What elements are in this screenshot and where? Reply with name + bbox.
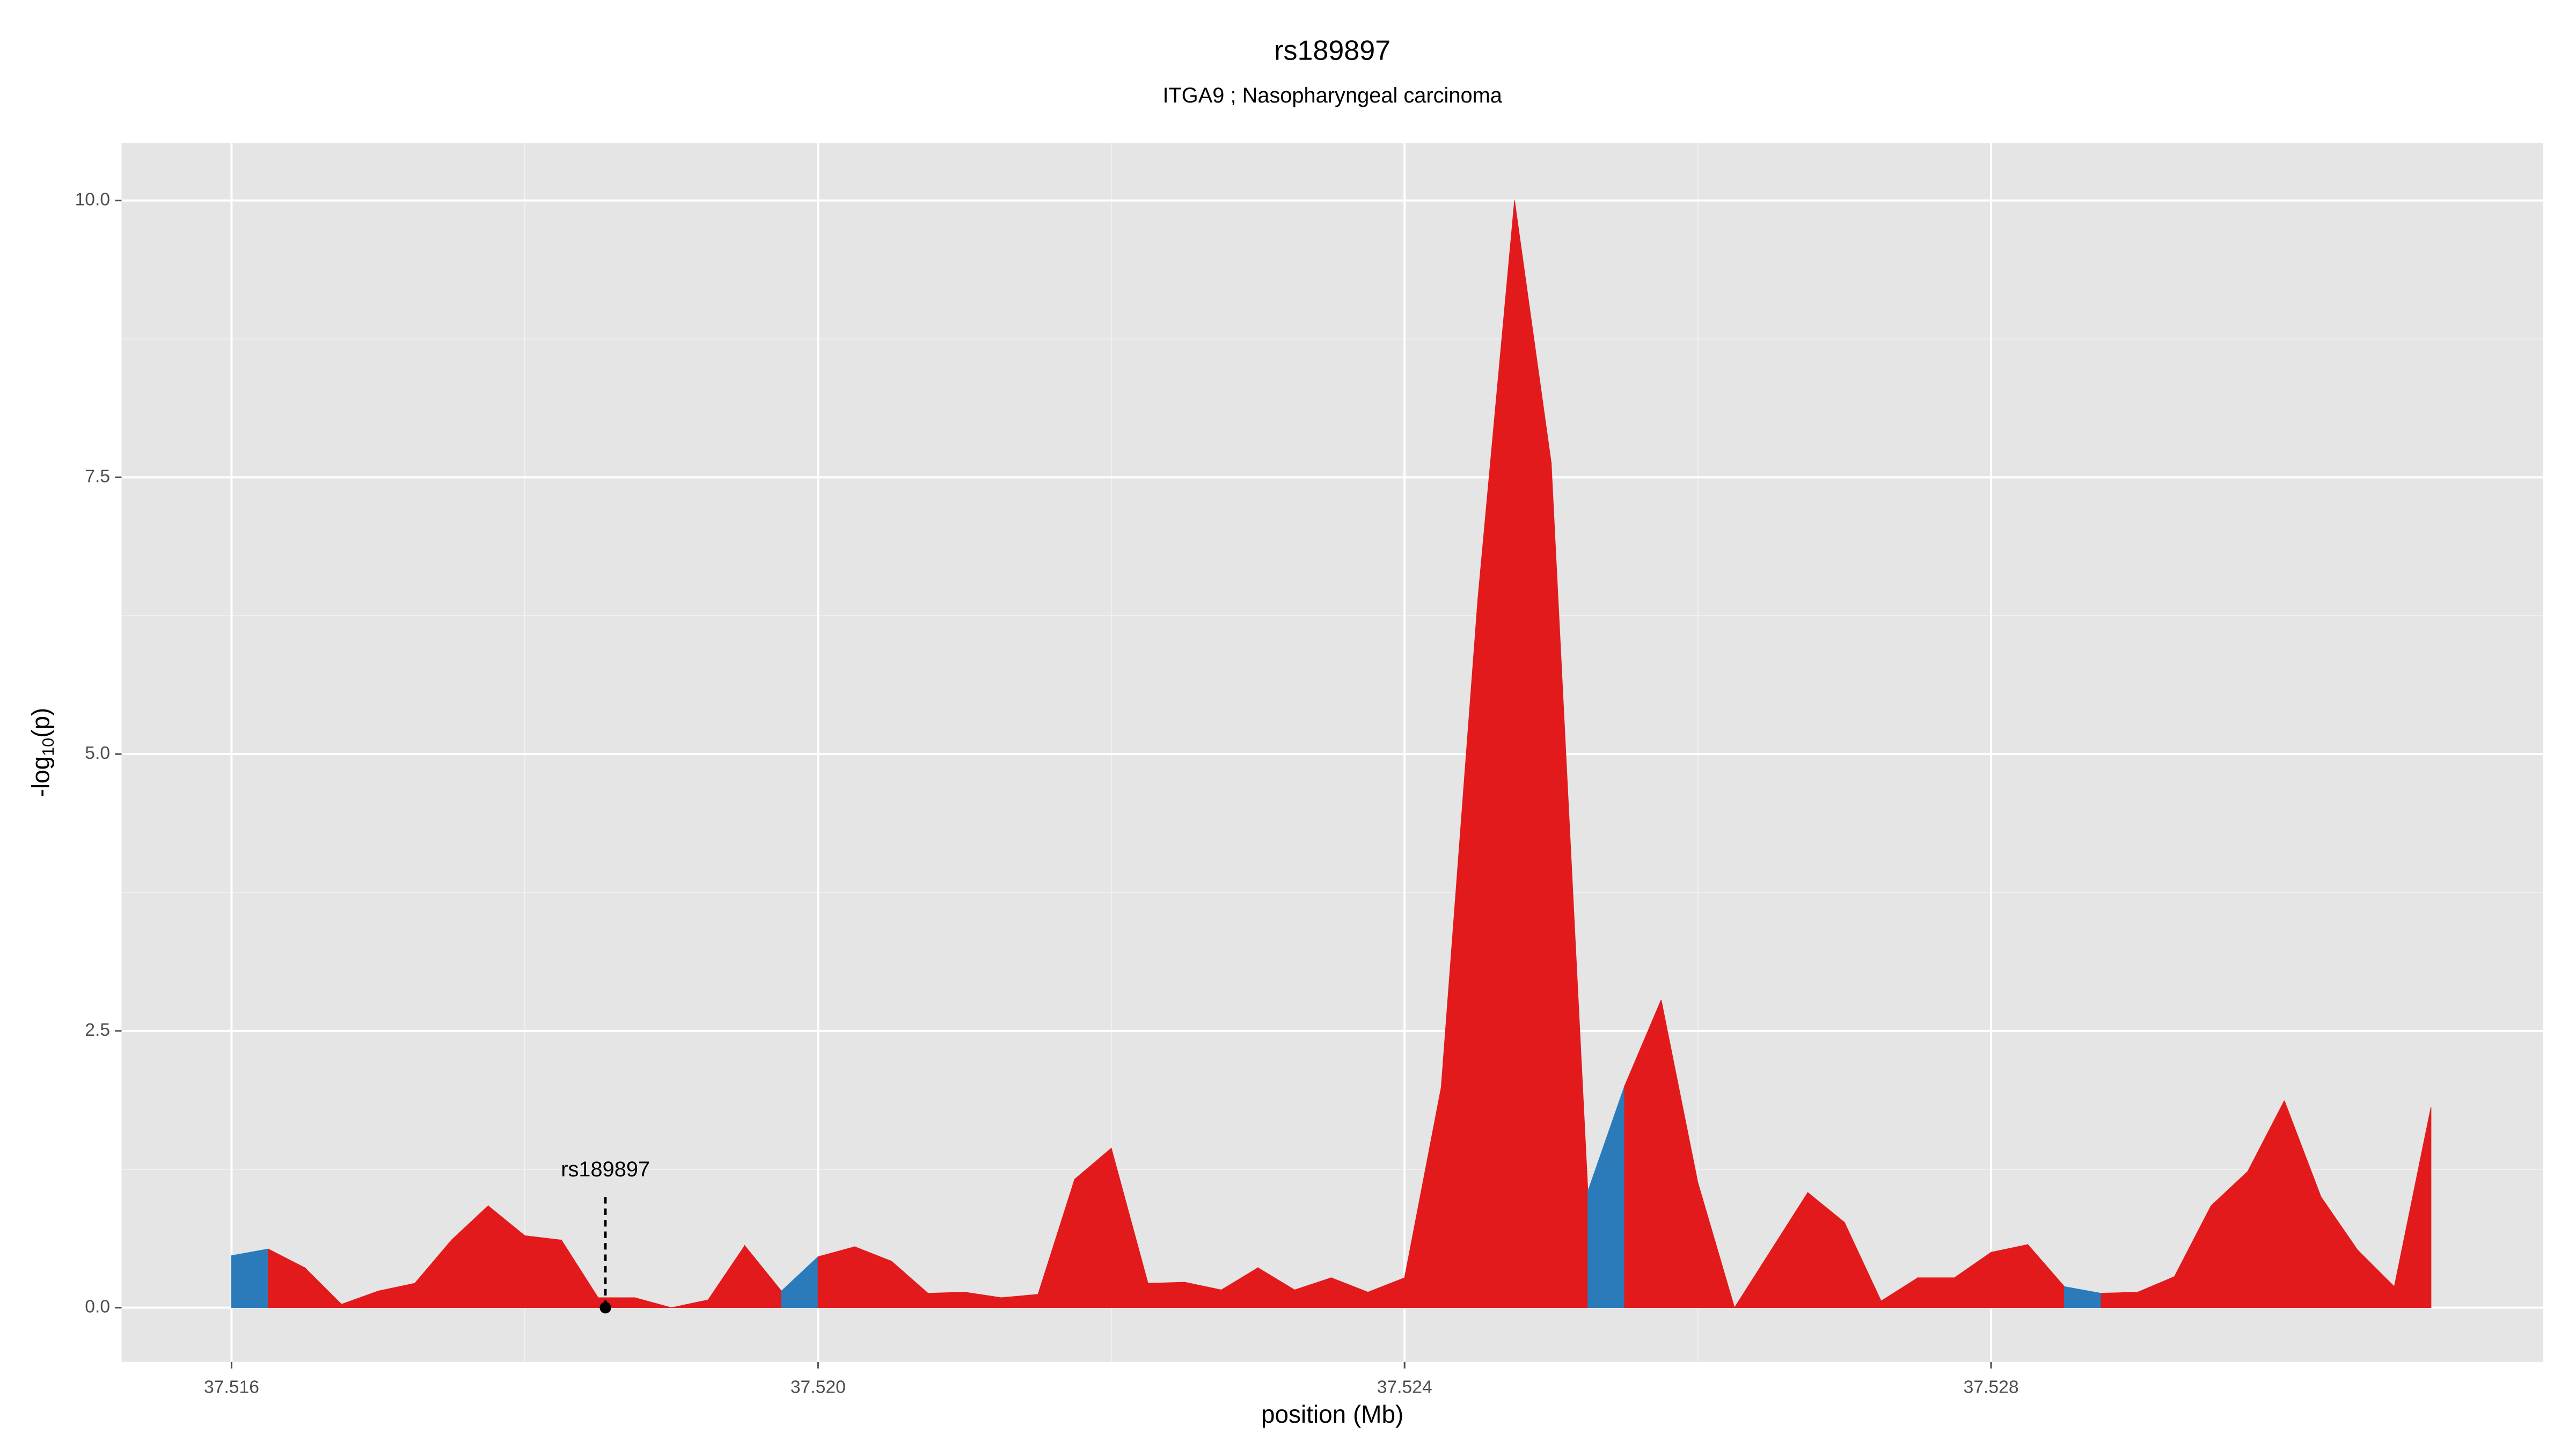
area-segment	[1917, 1277, 1955, 1308]
y-label-prefix: -log	[27, 756, 55, 797]
y-axis-label: -log10(p)	[27, 708, 57, 797]
y-tick-label: 10.0	[75, 189, 111, 209]
chart-subtitle: ITGA9 ; Nasopharyngeal carcinoma	[1162, 84, 1502, 107]
area-segment	[2394, 1107, 2432, 1308]
area-segment	[2101, 1292, 2138, 1308]
area-segment	[1147, 1282, 1185, 1308]
y-tick-label: 0.0	[85, 1297, 110, 1317]
x-tick-label: 37.524	[1377, 1378, 1432, 1397]
area-segment	[817, 1246, 855, 1308]
x-tick-label: 37.520	[791, 1378, 846, 1397]
x-tick-label: 37.516	[204, 1378, 259, 1397]
chart-title: rs189897	[1274, 35, 1391, 67]
y-tick-label: 7.5	[85, 466, 110, 486]
annotation-label: rs189897	[561, 1158, 650, 1181]
area-segment	[927, 1292, 965, 1308]
x-axis-label: position (Mb)	[1261, 1400, 1403, 1428]
x-tick-label: 37.528	[1964, 1378, 2019, 1397]
annotation-point	[599, 1301, 611, 1314]
plot-panel	[121, 143, 2543, 1362]
area-segment	[524, 1235, 562, 1308]
y-tick-label: 5.0	[85, 743, 110, 763]
y-tick-label: 2.5	[85, 1020, 110, 1040]
y-label-sub: 10	[39, 738, 57, 756]
area-segment	[231, 1248, 269, 1308]
area-segment	[1990, 1244, 2029, 1308]
area-segment	[634, 1297, 672, 1308]
y-label-suffix: (p)	[27, 708, 55, 738]
area-segment	[1697, 1182, 1735, 1308]
